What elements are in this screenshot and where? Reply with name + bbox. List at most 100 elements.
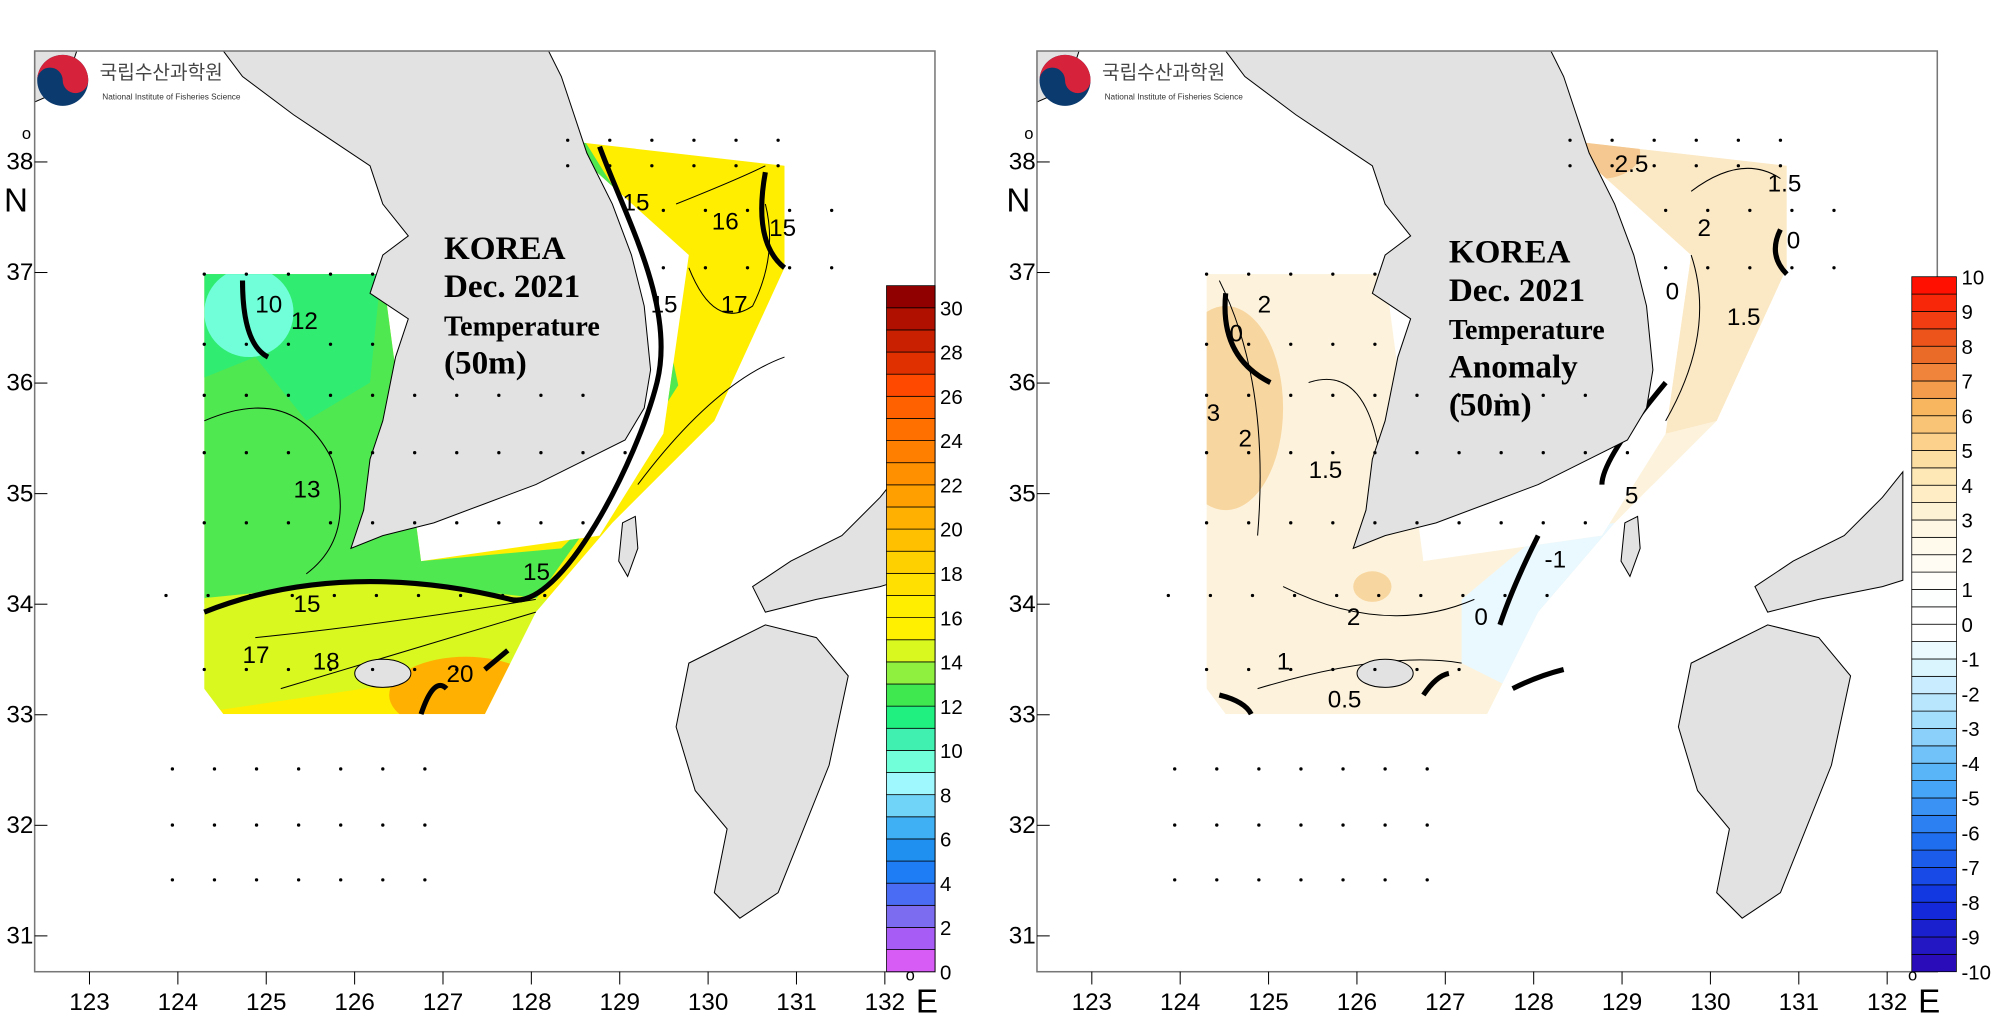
logo-emblem-red-icon: [1039, 54, 1091, 94]
colorbar-band: [1911, 276, 1957, 295]
station-dot: [339, 878, 343, 882]
colorbar-band: [886, 882, 936, 906]
station-dot: [1247, 451, 1251, 455]
station-dot: [202, 667, 206, 672]
lat-tick-label: 36: [6, 370, 33, 397]
colorbar-label: 26: [940, 387, 963, 409]
logo-english-text: National Institute of Fisheries Science: [1105, 92, 1244, 101]
lon-tick-label: 130: [688, 989, 728, 1016]
colorbar-band: [1911, 345, 1957, 364]
station-dot: [206, 593, 210, 598]
contour-line-bold: [203, 145, 664, 615]
colorbar-label: -3: [1962, 719, 1980, 741]
station-dot: [623, 451, 627, 455]
lon-tick-label: 123: [69, 989, 109, 1016]
colorbar-band: [886, 418, 936, 441]
land-jeju: [1356, 658, 1414, 688]
station-dot: [1341, 878, 1345, 882]
logo-korean-text: 국립수산과학원: [1102, 61, 1225, 84]
station-dot: [776, 164, 780, 168]
station-dot: [1790, 266, 1794, 270]
station-dot: [328, 393, 333, 397]
colorbar-band: [1911, 849, 1957, 868]
colorbar-band: [886, 683, 936, 707]
station-dot: [1790, 208, 1794, 213]
lon-tick-label: 123: [1072, 989, 1112, 1016]
station-dot: [1289, 451, 1293, 455]
lon-tick-label: 131: [1779, 989, 1819, 1016]
station-dot: [1204, 521, 1209, 525]
station-dot: [608, 164, 612, 168]
colorbar-band: [1911, 571, 1957, 590]
contour-label: 3: [1207, 400, 1220, 427]
lat-tick-label: 31: [1009, 923, 1036, 950]
station-dot: [1415, 393, 1419, 397]
station-dot: [1652, 164, 1656, 168]
station-dot: [254, 878, 259, 882]
station-dot: [539, 451, 543, 455]
station-dot: [1499, 451, 1503, 455]
station-dot: [370, 342, 375, 346]
station-dot: [1461, 593, 1465, 598]
logo-english-text: National Institute of Fisheries Science: [102, 92, 241, 101]
lon-tick-label: 124: [1160, 989, 1200, 1016]
station-dot: [1247, 342, 1251, 346]
station-dot: [1457, 667, 1461, 672]
station-dot: [1247, 393, 1251, 397]
colorbar-band: [1911, 745, 1957, 764]
contour-line-bold: [1772, 228, 1789, 276]
station-dot: [497, 451, 501, 455]
colorbar-band: [886, 484, 936, 508]
degree-symbol: o: [906, 966, 915, 985]
station-dot: [776, 138, 780, 142]
colorbar-band: [1911, 432, 1957, 451]
colorbar-band: [1911, 658, 1957, 677]
lat-tick-label: 33: [1009, 701, 1036, 728]
colorbar-band: [886, 838, 936, 862]
station-dot: [1383, 878, 1387, 882]
contour-line-bold: [1218, 692, 1254, 716]
station-dot: [286, 272, 291, 276]
colorbar-band: [1911, 728, 1957, 747]
colorbar-label: 10: [1962, 267, 1985, 289]
colorbar-band: [1911, 762, 1957, 781]
colorbar-band: [886, 794, 936, 818]
station-dot: [1778, 138, 1783, 142]
contour-label: 2: [1698, 215, 1711, 242]
contour-label: 2: [1238, 425, 1251, 452]
station-dot: [1331, 393, 1335, 397]
station-dot: [212, 823, 217, 827]
fill-band-9-11: [204, 267, 294, 358]
station-dot: [539, 393, 543, 397]
map-title-line: (50m): [444, 345, 527, 382]
station-dot: [1568, 138, 1572, 142]
station-dot: [1383, 823, 1387, 827]
station-dot: [254, 823, 259, 827]
map-title-line: KOREA: [1449, 234, 1571, 271]
station-dot: [1377, 593, 1381, 598]
colorbar-label: 6: [940, 830, 951, 852]
station-dot: [1299, 767, 1303, 771]
colorbar-label: -4: [1962, 754, 1980, 776]
colorbar-band: [1911, 536, 1957, 556]
colorbar-band: [886, 727, 936, 751]
station-dot: [244, 667, 249, 672]
station-dot: [692, 138, 696, 142]
colorbar-band: [886, 373, 936, 397]
station-dot: [1331, 451, 1335, 455]
station-dot: [1583, 451, 1587, 455]
colorbar-band: [1911, 293, 1957, 312]
station-dot: [661, 208, 666, 213]
contour-label: 0: [1474, 604, 1487, 631]
degree-symbol: o: [22, 124, 31, 143]
station-dot: [1457, 521, 1461, 525]
station-dot: [455, 451, 459, 455]
station-dot: [608, 138, 612, 142]
colorbar-band: [886, 595, 936, 618]
station-dot: [1292, 593, 1297, 598]
station-dot: [1568, 164, 1572, 168]
contour-label: 1.5: [1309, 457, 1343, 484]
colorbar-band: [1911, 589, 1957, 608]
